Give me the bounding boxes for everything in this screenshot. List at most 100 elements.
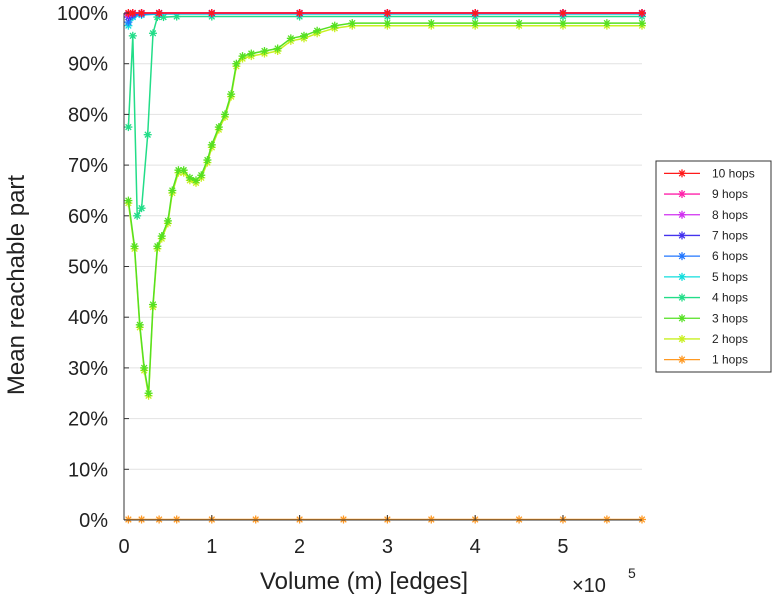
x-tick-label: 4 (470, 536, 481, 558)
legend-label: 8 hops (712, 208, 748, 222)
legend-marker (678, 272, 686, 281)
legend-marker (678, 334, 686, 343)
data-point (172, 515, 181, 524)
data-point (247, 49, 256, 58)
data-point (313, 26, 322, 35)
data-point (203, 156, 212, 165)
data-point (191, 176, 200, 185)
y-tick-label: 50% (68, 257, 108, 279)
data-point (135, 320, 144, 329)
data-point (638, 515, 646, 524)
data-point (148, 300, 157, 309)
data-point (383, 9, 392, 17)
data-point (144, 389, 153, 398)
data-point (602, 19, 611, 28)
legend-marker (678, 231, 686, 240)
data-point (128, 9, 137, 17)
data-point (174, 166, 183, 175)
legend-marker (678, 293, 686, 302)
x-tick-label: 2 (294, 536, 305, 558)
data-point (168, 186, 177, 195)
x-tick-label: 0 (118, 536, 129, 558)
legend-marker (678, 169, 686, 178)
legend-item: 4 hops (664, 291, 748, 305)
data-point (163, 216, 172, 225)
data-point (427, 515, 436, 524)
data-point (137, 9, 146, 17)
data-point (179, 166, 188, 175)
grid-lines (124, 12, 642, 521)
legend-item: 6 hops (664, 249, 748, 263)
series-10-hops (124, 9, 646, 17)
x-tick-label: 5 (557, 536, 568, 558)
data-point (251, 515, 260, 524)
data-point (130, 242, 139, 251)
series-line-4-hops (127, 15, 642, 219)
series-line-2-hops (127, 24, 642, 396)
data-point (515, 515, 524, 524)
legend-item: 8 hops (664, 208, 748, 222)
data-point (207, 140, 216, 149)
data-point (133, 211, 142, 220)
data-point (128, 31, 137, 40)
y-tick-label: 40% (68, 307, 108, 329)
data-point (339, 515, 348, 524)
y-tick-label: 70% (68, 155, 108, 177)
legend-label: 1 hops (712, 353, 748, 367)
data-point (348, 19, 357, 28)
data-point (197, 171, 206, 180)
data-point (207, 9, 216, 17)
series-1-hops (124, 515, 646, 524)
y-tick-label: 90% (68, 54, 108, 76)
data-point (515, 19, 524, 28)
x-axis-label: Volume (m) [edges] (260, 568, 468, 595)
data-point (140, 363, 149, 372)
legend-item: 10 hops (664, 166, 755, 180)
data-point (286, 34, 295, 43)
legend: 10 hops 9 hops 8 hops 7 hops 6 hops 5 hops 4 h… (655, 160, 772, 373)
data-point (220, 110, 229, 119)
data-point (137, 515, 146, 524)
legend-marker (678, 314, 686, 323)
x-tick-label: 3 (382, 536, 393, 558)
series-line-3-hops (127, 22, 642, 394)
y-tick-label: 30% (68, 358, 108, 380)
data-point (124, 196, 133, 205)
data-point (558, 9, 567, 17)
y-tick-label: 80% (68, 104, 108, 126)
legend-marker (678, 252, 686, 261)
series-2-hops (124, 21, 646, 400)
y-tick-label: 100% (57, 3, 108, 25)
y-tick-label: 60% (68, 206, 108, 228)
series-3-hops (124, 19, 646, 398)
data-point (124, 515, 133, 524)
data-point (273, 44, 282, 53)
data-point (137, 204, 146, 213)
data-point (214, 123, 223, 132)
data-point (185, 173, 194, 182)
legend-item: 7 hops (664, 228, 748, 242)
legend-item: 1 hops (664, 353, 748, 367)
y-axis-label: Mean reachable part (3, 175, 30, 395)
legend-label: 4 hops (712, 291, 748, 305)
legend-item: 5 hops (664, 270, 748, 284)
legend-label: 7 hops (712, 228, 748, 242)
data-point (155, 515, 164, 524)
data-point (260, 47, 269, 56)
legend-label: 3 hops (712, 311, 748, 325)
legend-marker (678, 190, 686, 199)
data-point (471, 9, 480, 17)
data-point (299, 31, 308, 40)
x-multiplier-base: ×10 (572, 575, 606, 597)
data-point (143, 130, 152, 139)
data-point (427, 19, 436, 28)
data-point (148, 29, 157, 38)
data-point (157, 232, 166, 241)
legend-item: 9 hops (664, 187, 748, 201)
data-point (232, 59, 241, 68)
x-tick-label: 1 (206, 536, 217, 558)
series-4-hops (124, 12, 646, 220)
legend-label: 6 hops (712, 249, 748, 263)
legend-marker (678, 355, 686, 364)
